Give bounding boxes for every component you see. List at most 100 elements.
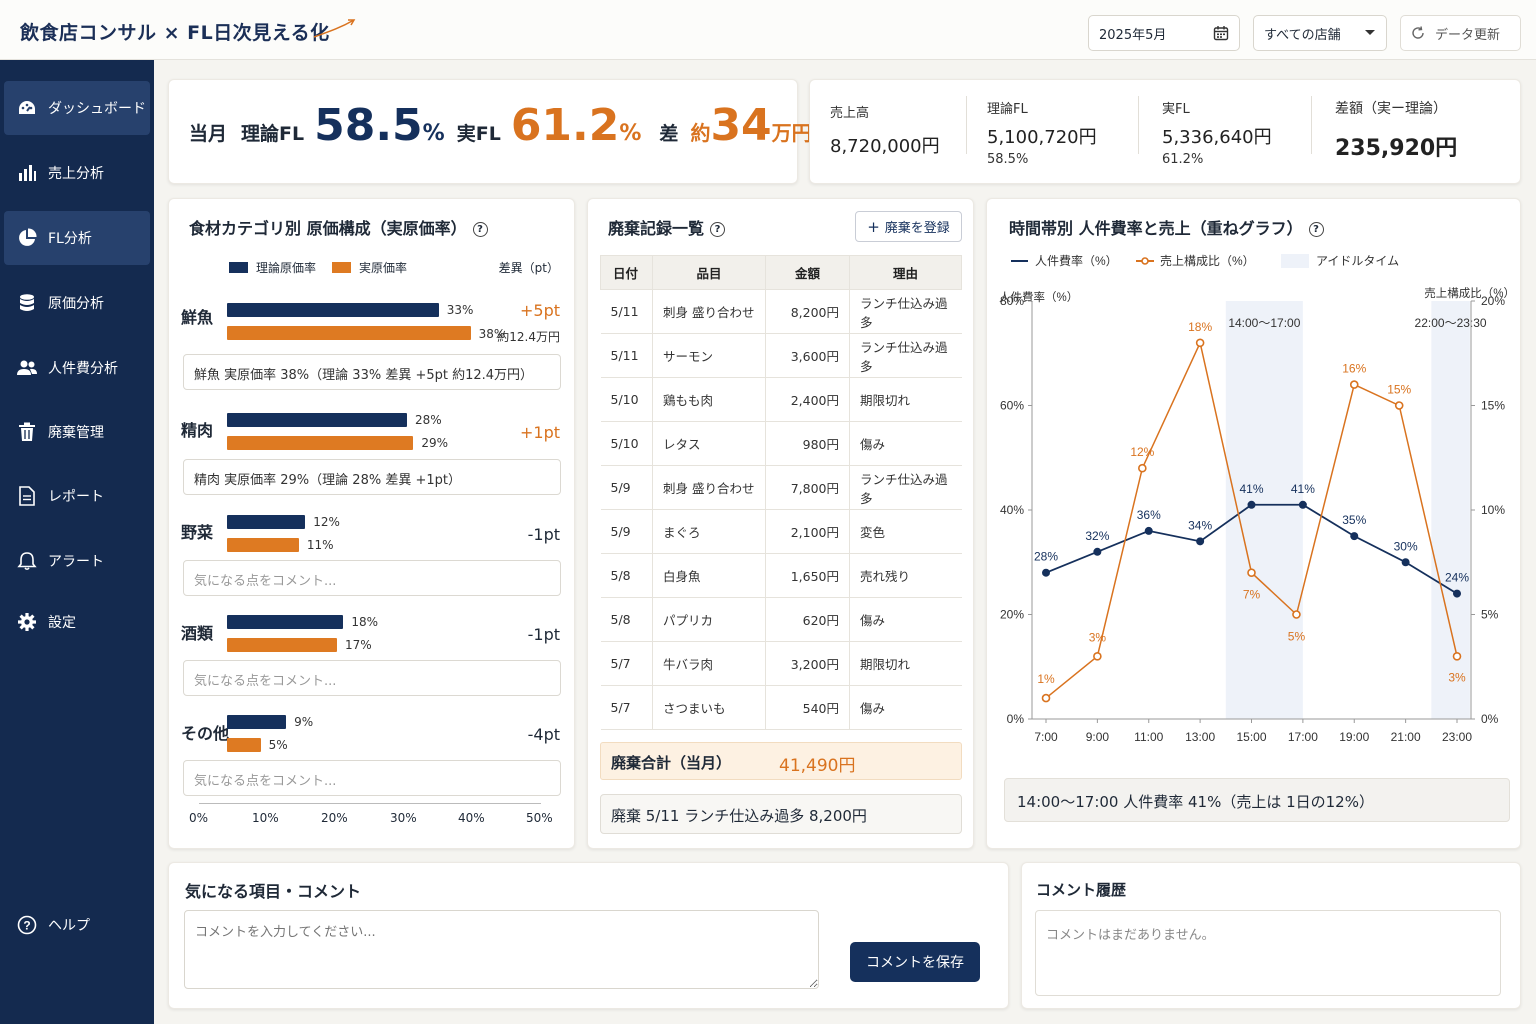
labor-rate-point [1144,526,1153,535]
history-empty: コメントはまだありません。 [1035,910,1501,996]
kpi-diff-value: 34 [710,100,772,151]
waste-highlight: 廃棄 5/11 ランチ仕込み過多 8,200円 [600,794,962,834]
sales-value: 8,720,000円 [830,136,940,157]
comment-input[interactable]: 気になる点をコメント... [183,660,561,696]
help-icon[interactable]: ? [472,222,488,237]
legend-idle-swatch [1281,254,1309,268]
labor-rate-point [1350,532,1359,541]
actual-fl-pct: 61.2% [1162,152,1204,167]
table-row[interactable]: 5/9 刺身 盛り合わせ 7,800円 ランチ仕込み過多 [600,465,962,510]
kpi-diff-label: 差 [659,123,679,145]
theory-fl-value: 5,100,720円 [987,127,1097,148]
sidebar-item-waste[interactable]: 廃棄管理 [4,405,150,459]
chart-summary: 14:00〜17:00 人件費率 41%（売上は 1日の12%） [1004,778,1510,822]
sidebar-item-dashboard[interactable]: ダッシュボード [4,81,150,135]
chevron-down-icon [1365,30,1375,35]
table-row[interactable]: 5/8 白身魚 1,650円 売れ残り [600,553,962,598]
diff-value: -1pt [527,625,560,644]
table-row[interactable]: 5/9 まぐろ 2,100円 変色 [600,509,962,554]
diff-amount: 約12.4万円 [497,330,560,344]
sidebar-item-settings[interactable]: 設定 [4,595,150,649]
comment-history-panel: コメント履歴 コメントはまだありません。 [1021,862,1521,1009]
cell-reason: 傷み [849,685,962,730]
category-name: 野菜 [181,523,214,542]
fl-kpi-banner: 当月 理論FL 58.5 % 実FL 61.2 % 差 約 34 万円 [168,79,812,184]
sales-share-point [1041,693,1051,703]
sidebar-item-report[interactable]: レポート [4,469,150,523]
sales-label: 売上高 [830,106,870,121]
cell-reason: 変色 [849,509,962,554]
sidebar-item-cost[interactable]: 原価分析 [4,276,150,330]
sidebar-item-label: レポート [48,489,104,505]
comment-box[interactable]: 精肉 実原価率 29%（理論 28% 差異 +1pt） [183,459,561,495]
labor-rate-point [1298,500,1307,509]
column-header: 金額 [765,255,850,290]
sales-share-point [1292,610,1301,619]
table-row[interactable]: 5/11 刺身 盛り合わせ 8,200円 ランチ仕込み過多 [600,289,962,334]
legend-label: 人件費率（%） [1035,253,1118,268]
sidebar-item-label: 原価分析 [48,296,104,312]
cell-reason: 期限切れ [849,377,962,422]
sales-share-point [1138,463,1147,473]
waste-table: 日付 品目 金額 理由 5/11 刺身 盛り合わせ 8,200円 ランチ仕込み過多 5/… [600,255,962,730]
waste-total-row: 廃棄合計（当月） 41,490円 [600,742,962,780]
table-row[interactable]: 5/7 牛バラ肉 3,200円 期限切れ [600,641,962,686]
cell-amount: 540円 [765,685,850,730]
theory-fl-pct: 58.5% [987,152,1029,167]
labor-rate-point [1093,547,1102,556]
store-select[interactable]: すべての店舗 [1253,15,1387,51]
theory-bar-label: 28% [414,413,442,427]
sales-share-label: 12% [1130,445,1154,459]
save-comment-button[interactable]: コメントを保存 [850,942,980,982]
cell-item: レタス [652,421,766,466]
sidebar-item-label: 設定 [48,615,76,631]
help-icon[interactable]: ? [710,222,726,237]
y-left-tick-label: 40% [1000,503,1024,517]
cell-item: 牛バラ肉 [652,641,766,686]
table-row[interactable]: 5/11 サーモン 3,600円 ランチ仕込み過多 [600,333,962,378]
sidebar-item-fl[interactable]: FL分析 [4,211,150,265]
labor-rate-point [1042,568,1050,577]
sales-share-point [1195,338,1205,348]
cost-legend: 理論原価率 実原価率 [229,259,407,276]
sidebar-item-alert[interactable]: アラート [4,534,150,588]
sidebar-item-help[interactable]: ? ヘルプ [4,898,150,952]
store-value: すべての店舗 [1264,27,1341,43]
sales-share-label: 3% [1448,670,1466,684]
y-left-tick-label: 0% [1007,712,1025,726]
gear-icon [16,611,38,633]
cost-panel-title: 食材カテゴリ別 原価構成（実原価率） [189,219,467,238]
cell-date: 5/10 [600,421,653,466]
comment-input[interactable]: 気になる点をコメント... [183,760,561,796]
sales-share-point [1452,651,1462,661]
y-right-tick-label: 10% [1481,503,1505,517]
cell-item: さつまいも [652,685,766,730]
month-picker[interactable]: 2025年5月 [1088,15,1240,51]
x-tick: 10% [252,811,279,825]
labor-rate-label: 32% [1085,529,1109,543]
category-name: その他 [181,724,230,743]
cell-amount: 620円 [765,597,850,642]
help-icon[interactable]: ? [1308,222,1324,237]
y-right-tick-label: 5% [1481,608,1499,622]
sidebar-item-labor[interactable]: 人件費分析 [4,341,150,395]
comment-textarea[interactable] [184,910,819,989]
cell-reason: 傷み [849,421,962,466]
diff-value: 235,920円 [1335,136,1458,161]
y-left-tick-label: 60% [1000,399,1024,413]
actual-bar-label: 11% [306,538,334,552]
table-row[interactable]: 5/7 さつまいも 540円 傷み [600,685,962,730]
hourly-chart-panel: 時間帯別 人件費率と売上（重ねグラフ）? 人件費率（%） 売上構成比（%） アイドル… [986,198,1521,849]
add-waste-button[interactable]: + 廃棄を登録 [855,211,962,242]
table-row[interactable]: 5/10 レタス 980円 傷み [600,421,962,466]
sales-share-point [1394,401,1404,410]
sidebar-item-sales[interactable]: 売上分析 [4,146,150,200]
refresh-button[interactable]: データ更新 [1400,15,1521,51]
sales-share-label: 7% [1243,588,1261,602]
plus-icon: + [867,217,880,236]
table-row[interactable]: 5/10 鶏もも肉 2,400円 期限切れ [600,377,962,422]
table-row[interactable]: 5/8 パプリカ 620円 傷み [600,597,962,642]
kpi-theory-label: 理論FL [241,123,305,145]
comment-box[interactable]: 鮮魚 実原価率 38%（理論 33% 差異 +5pt 約12.4万円） [183,354,561,390]
comment-input[interactable]: 気になる点をコメント... [183,560,561,596]
